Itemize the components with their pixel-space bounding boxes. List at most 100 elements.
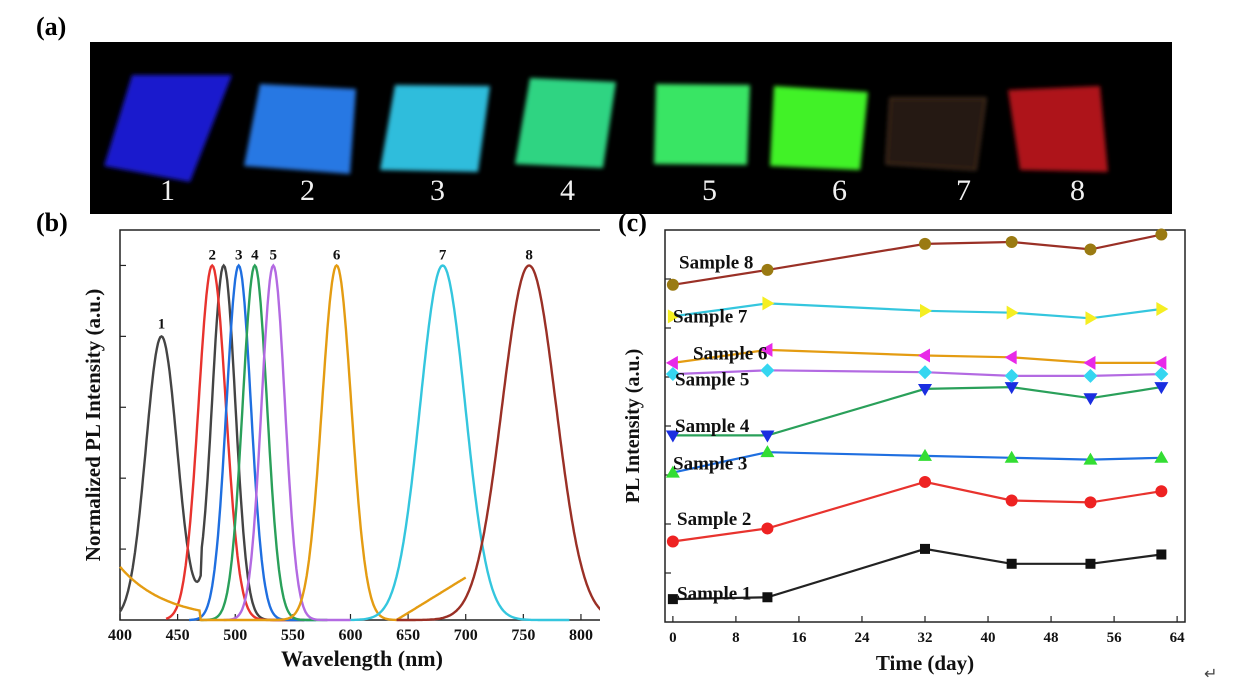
series-label: Sample 5 — [675, 370, 749, 391]
x-tick-label: 56 — [1107, 630, 1123, 646]
series-line — [672, 480, 1162, 543]
sample-number-2: 2 — [300, 174, 315, 207]
spectrum-line-8 — [396, 264, 600, 622]
data-point — [1006, 305, 1019, 320]
peak-label-6: 6 — [333, 247, 341, 263]
series-sample-3 — [665, 445, 1169, 478]
data-point — [919, 237, 931, 250]
data-point — [665, 465, 680, 478]
data-point — [1083, 393, 1098, 406]
data-point — [667, 309, 680, 324]
peak-label-2: 2 — [208, 247, 216, 263]
data-point — [666, 535, 679, 548]
data-point — [1004, 368, 1019, 383]
return-mark: ↵ — [1204, 664, 1218, 683]
series-sample-4 — [665, 382, 1169, 443]
x-tick-label: 64 — [1170, 630, 1186, 646]
data-point — [1005, 494, 1018, 507]
data-point — [1154, 382, 1169, 395]
data-point — [1085, 311, 1098, 326]
data-point — [1004, 350, 1017, 365]
x-tick-label: 8 — [732, 630, 740, 646]
x-axis-label: Time (day) — [876, 651, 974, 675]
series-line — [672, 348, 1162, 364]
series-line — [672, 547, 1162, 601]
x-tick-label: 700 — [454, 627, 478, 644]
data-point — [1083, 368, 1098, 383]
data-point — [1156, 301, 1169, 316]
spectrum-line-2 — [165, 263, 305, 622]
x-tick-label: 0 — [669, 630, 677, 646]
x-tick-label: 16 — [791, 630, 807, 646]
series-label: Sample 3 — [673, 453, 747, 474]
series-line — [672, 233, 1162, 286]
sample-film-7 — [885, 97, 987, 171]
peak-label-4: 4 — [251, 247, 259, 263]
data-point — [919, 475, 931, 488]
sample-film-2 — [244, 84, 356, 174]
series-sample-8 — [666, 228, 1168, 291]
x-tick-label: 32 — [918, 630, 933, 646]
data-point — [760, 445, 775, 458]
data-point — [1005, 236, 1018, 248]
data-point — [762, 592, 773, 603]
data-point — [1006, 558, 1017, 569]
sample-film-1 — [104, 75, 232, 182]
series-label: Sample 4 — [675, 416, 750, 437]
plot-frame — [119, 229, 600, 621]
series-label: Sample 2 — [677, 509, 751, 530]
data-point — [1004, 382, 1019, 395]
data-point — [666, 278, 679, 291]
peak-label-8: 8 — [525, 247, 533, 263]
data-point — [762, 296, 775, 311]
x-tick-label: 40 — [981, 630, 996, 646]
series-line — [672, 451, 1162, 474]
sample-number-1: 1 — [160, 174, 175, 207]
sample-number-3: 3 — [430, 174, 445, 207]
pl-stability-chart: 0 8 16 24 32 40 48 56 64 Time (day) PL Intensity (… — [622, 228, 1186, 675]
sample-number-4: 4 — [560, 174, 575, 207]
x-tick-label: 500 — [223, 627, 247, 644]
data-point — [1155, 228, 1168, 241]
x-tick-label: 450 — [166, 627, 190, 644]
x-tick-label: 24 — [854, 630, 870, 646]
sample-number-8: 8 — [1070, 174, 1085, 207]
sample-photo-svg — [104, 75, 1108, 182]
x-tick-label: 750 — [511, 627, 535, 644]
data-point — [760, 363, 775, 378]
x-tick-label: 800 — [569, 627, 593, 644]
sample-film-8 — [1008, 86, 1108, 172]
sample-photo: 1 2 3 4 5 6 7 8 — [90, 42, 1172, 214]
x-axis-label: Wavelength (nm) — [281, 646, 443, 671]
y-axis-label: Normalized PL Intensity (a.u.) — [81, 289, 105, 561]
sample-number-6: 6 — [832, 174, 847, 207]
data-point — [665, 430, 680, 443]
data-point — [1155, 485, 1168, 498]
series-label: Sample 6 — [693, 344, 767, 365]
data-point — [667, 594, 678, 605]
data-point — [665, 355, 678, 370]
peak-label-5: 5 — [270, 247, 278, 263]
peak-label-1: 1 — [158, 316, 166, 332]
data-point — [1004, 450, 1019, 463]
data-point — [1154, 450, 1169, 463]
data-point — [1156, 549, 1167, 560]
data-point — [920, 303, 932, 318]
series-line — [672, 385, 1162, 437]
peak-label-3: 3 — [235, 247, 243, 263]
peak-label-7: 7 — [439, 247, 447, 263]
data-point — [760, 342, 773, 357]
data-point — [1085, 558, 1096, 569]
spectrum-line-3 — [189, 263, 316, 622]
data-point — [918, 448, 932, 461]
data-point — [1084, 496, 1097, 509]
x-tick-label: 550 — [281, 627, 305, 644]
series-sample-6 — [665, 342, 1167, 370]
data-point — [761, 522, 774, 535]
pl-spectra-chart: 400 450 500 550 600 650 700 750 800 Wavelength (n… — [81, 229, 600, 671]
data-point — [1083, 452, 1098, 465]
data-point — [1084, 243, 1097, 256]
x-tick-label: 600 — [338, 627, 362, 644]
spectrum-line-5 — [223, 263, 351, 622]
data-point — [918, 365, 932, 380]
